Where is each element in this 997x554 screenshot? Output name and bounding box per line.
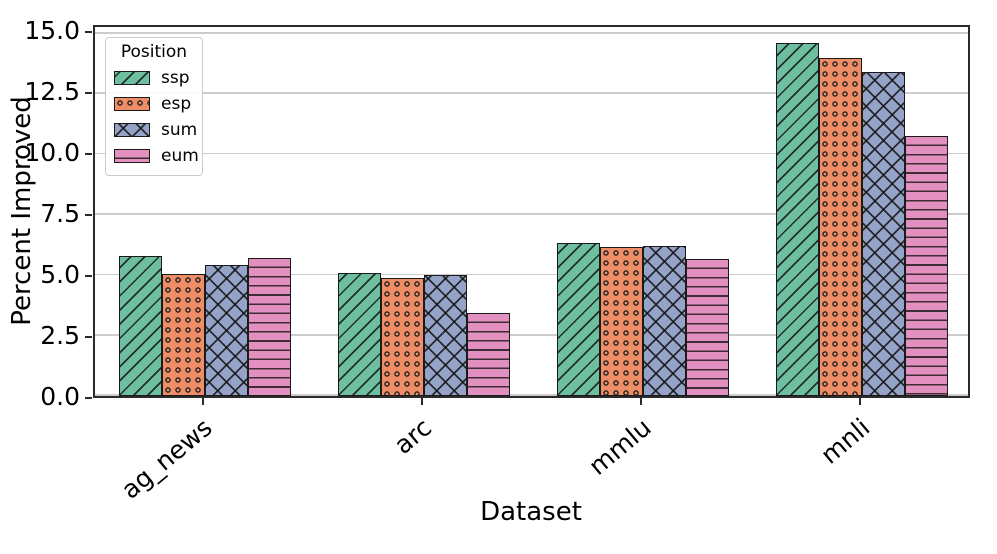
bar-ssp-ag_news xyxy=(118,255,162,396)
y-tick-label-12.5: 12.5 xyxy=(24,76,80,106)
bar-ssp-arc xyxy=(337,272,381,396)
y-tick-mark-5 xyxy=(85,274,92,277)
x-tick-mark-mmlu xyxy=(640,398,643,405)
bar-sum-mnli xyxy=(862,72,906,396)
legend-item-ssp: ssp xyxy=(114,65,194,91)
x-tick-label-mnli: mnli xyxy=(815,412,876,470)
legend-patch-sum xyxy=(114,123,150,137)
x-tick-label-mmlu: mmlu xyxy=(582,412,657,481)
legend-item-eum: eum xyxy=(114,143,199,169)
legend-item-esp: esp xyxy=(114,91,194,117)
bar-group-mnli xyxy=(753,27,972,396)
bar-group-arc xyxy=(314,27,533,396)
x-tick-label-ag_news: ag_news xyxy=(116,412,218,505)
legend-patch-eum xyxy=(114,149,150,163)
gridline-y-15 xyxy=(95,31,968,34)
y-tick-mark-2.5 xyxy=(85,335,92,338)
x-tick-mark-ag_news xyxy=(201,398,204,405)
bar-sum-ag_news xyxy=(204,265,248,396)
bar-group-ag_news xyxy=(95,27,314,396)
legend-items: ssp esp sum eum xyxy=(114,65,199,169)
y-tick-mark-15 xyxy=(85,30,92,33)
bar-ssp-mmlu xyxy=(557,243,601,396)
x-axis-label-text: Dataset xyxy=(480,497,582,527)
legend-patch-ssp xyxy=(114,71,150,85)
legend-item-sum: sum xyxy=(114,117,198,143)
bar-group-mmlu xyxy=(534,27,753,396)
gridline-y-7.5 xyxy=(95,213,968,215)
y-tick-mark-0 xyxy=(85,397,92,399)
bar-eum-mnli xyxy=(905,135,949,396)
bar-esp-mmlu xyxy=(600,247,644,396)
bar-sum-mmlu xyxy=(643,245,687,396)
gridline-y-2.5 xyxy=(95,334,968,336)
gridline-y-12.5 xyxy=(95,92,968,94)
y-tick-label-7.5: 7.5 xyxy=(40,198,80,228)
y-tick-label-2.5: 2.5 xyxy=(40,320,80,350)
gridline-y-5 xyxy=(95,273,968,276)
legend-title: Position xyxy=(120,42,188,62)
y-tick-label-15: 15.0 xyxy=(24,15,80,45)
legend-patch-esp xyxy=(114,97,150,111)
gridline-y-10 xyxy=(95,152,968,155)
legend-label-esp: esp xyxy=(161,94,192,114)
y-tick-label-0: 0.0 xyxy=(40,382,80,412)
legend-label-sum: sum xyxy=(161,120,198,140)
y-tick-label-10: 10.0 xyxy=(24,137,80,167)
x-tick-mark-arc xyxy=(420,398,423,405)
legend-label-eum: eum xyxy=(161,146,199,166)
bar-sum-arc xyxy=(423,275,467,396)
gridline-y-0 xyxy=(95,394,968,396)
bar-ssp-mnli xyxy=(776,43,820,396)
bar-esp-mnli xyxy=(819,57,863,396)
bar-eum-arc xyxy=(466,312,510,396)
bar-eum-mmlu xyxy=(686,259,730,396)
x-tick-label-arc: arc xyxy=(388,412,438,460)
bar-esp-ag_news xyxy=(161,273,205,396)
y-tick-mark-12.5 xyxy=(85,91,92,94)
bar-eum-ag_news xyxy=(247,258,291,396)
bar-esp-arc xyxy=(380,277,424,396)
x-tick-mark-mnli xyxy=(859,398,862,405)
plot-area: Position ssp esp sum eum xyxy=(93,25,970,398)
legend: Position ssp esp sum eum xyxy=(105,37,203,176)
y-tick-mark-7.5 xyxy=(85,213,92,216)
x-axis-label: Dataset xyxy=(480,497,633,542)
y-tick-mark-10 xyxy=(85,152,92,155)
y-tick-label-5: 5.0 xyxy=(40,259,80,289)
legend-label-ssp: ssp xyxy=(161,68,190,88)
